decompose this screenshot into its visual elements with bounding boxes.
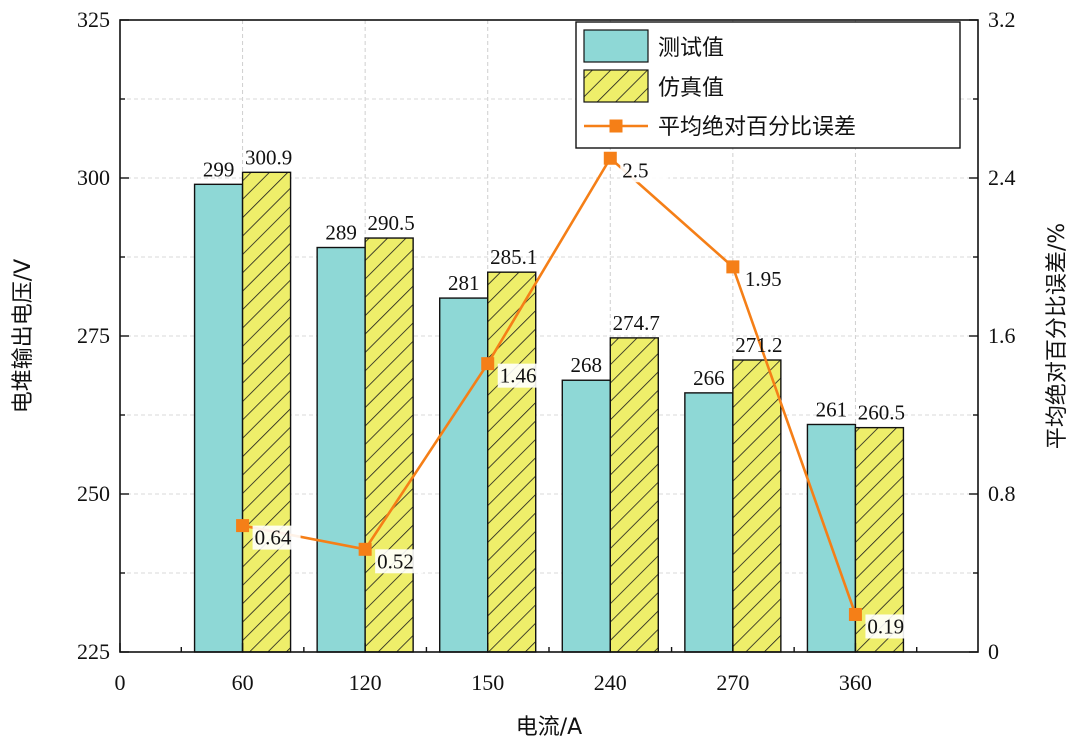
bar-label-simulated: 260.5 [858,401,905,425]
bar-test-value [561,379,611,653]
bar-test-value [193,183,244,653]
legend-swatch-simulated [583,69,649,103]
y-tick-label: 325 [77,7,110,32]
axes: 225 250 275 300 325 0 0.8 1.6 2.4 3.2 0 60 120 150 240… [77,7,1016,695]
line-label-error: 0.19 [867,614,904,638]
legend-label-simulated: 仿真值 [658,76,724,101]
data-labels: 299 289 281 268 266 261 300.9 290.5 285.1 274.7 27… [203,145,914,639]
bar-label-test: 261 [816,397,848,421]
line-label-bg [865,614,914,639]
line-label-error: 1.95 [745,267,782,291]
bar-test-value [806,423,857,653]
bar-test-value [684,392,734,653]
y2-axis-title: 平均绝对百分比误差/% [1045,223,1070,449]
x-tick-label: 120 [349,670,382,695]
legend-label-error: 平均绝对百分比误差 [658,115,856,140]
y2-tick-label: 0.8 [988,481,1016,506]
line-marker [726,260,740,274]
x-axis-title: 电流/A [516,715,582,740]
bar-simulated-value [364,237,414,653]
x-tick-label: 150 [471,670,504,695]
bar-label-simulated: 274.7 [613,311,660,335]
line-series [236,151,862,621]
line-label-bg [252,525,301,550]
legend-label-test: 测试值 [658,36,724,61]
bar-label-simulated: 271.2 [735,333,782,357]
y-tick-label: 225 [77,639,110,664]
bar-simulated-value [241,171,292,653]
bar-label-test: 289 [325,221,357,245]
line-marker [358,542,372,556]
bar-label-test: 281 [448,271,480,295]
line-label-error: 0.64 [255,526,292,550]
line-marker [603,151,617,165]
bar-simulated-value [609,337,659,653]
legend-swatch-test [583,29,649,63]
line-label-bg [620,158,669,183]
bar-label-test: 266 [693,366,725,390]
x-tick-label: 60 [232,670,254,695]
x-tick-label: 0 [115,670,126,695]
line-label-bg [375,549,424,574]
y-tick-label: 300 [77,165,110,190]
bar-label-simulated: 300.9 [245,145,292,169]
y-tick-label: 250 [77,481,110,506]
line-marker [481,357,495,371]
y2-tick-label: 1.6 [988,323,1016,348]
bar-label-simulated: 285.1 [490,245,537,269]
line-label-error: 2.5 [622,158,648,182]
y-axis-title: 电堆输出电压/V [11,259,36,413]
y2-tick-label: 3.2 [988,7,1016,32]
bar-test-value [439,297,489,653]
bar-label-test: 299 [203,157,235,181]
line-label-bg [742,266,791,291]
line-error [242,156,857,615]
y2-tick-label: 2.4 [988,165,1016,190]
y2-tick-label: 0 [988,639,999,664]
x-tick-label: 360 [839,670,872,695]
bar-label-simulated: 290.5 [368,211,415,235]
bar-simulated-value [487,271,537,653]
bars [193,171,905,653]
bar-test-value [316,246,366,653]
line-label-error: 1.46 [500,364,537,388]
line-label-error: 0.52 [377,549,414,573]
line-marker [848,607,862,621]
bar-label-test: 268 [571,353,603,377]
legend-swatch-error-marker [609,119,623,133]
line-marker [236,519,250,533]
bar-simulated-value [732,359,782,653]
x-tick-label: 240 [594,670,627,695]
line-label-bg [497,363,546,388]
x-tick-label: 270 [716,670,749,695]
y-tick-label: 275 [77,323,110,348]
